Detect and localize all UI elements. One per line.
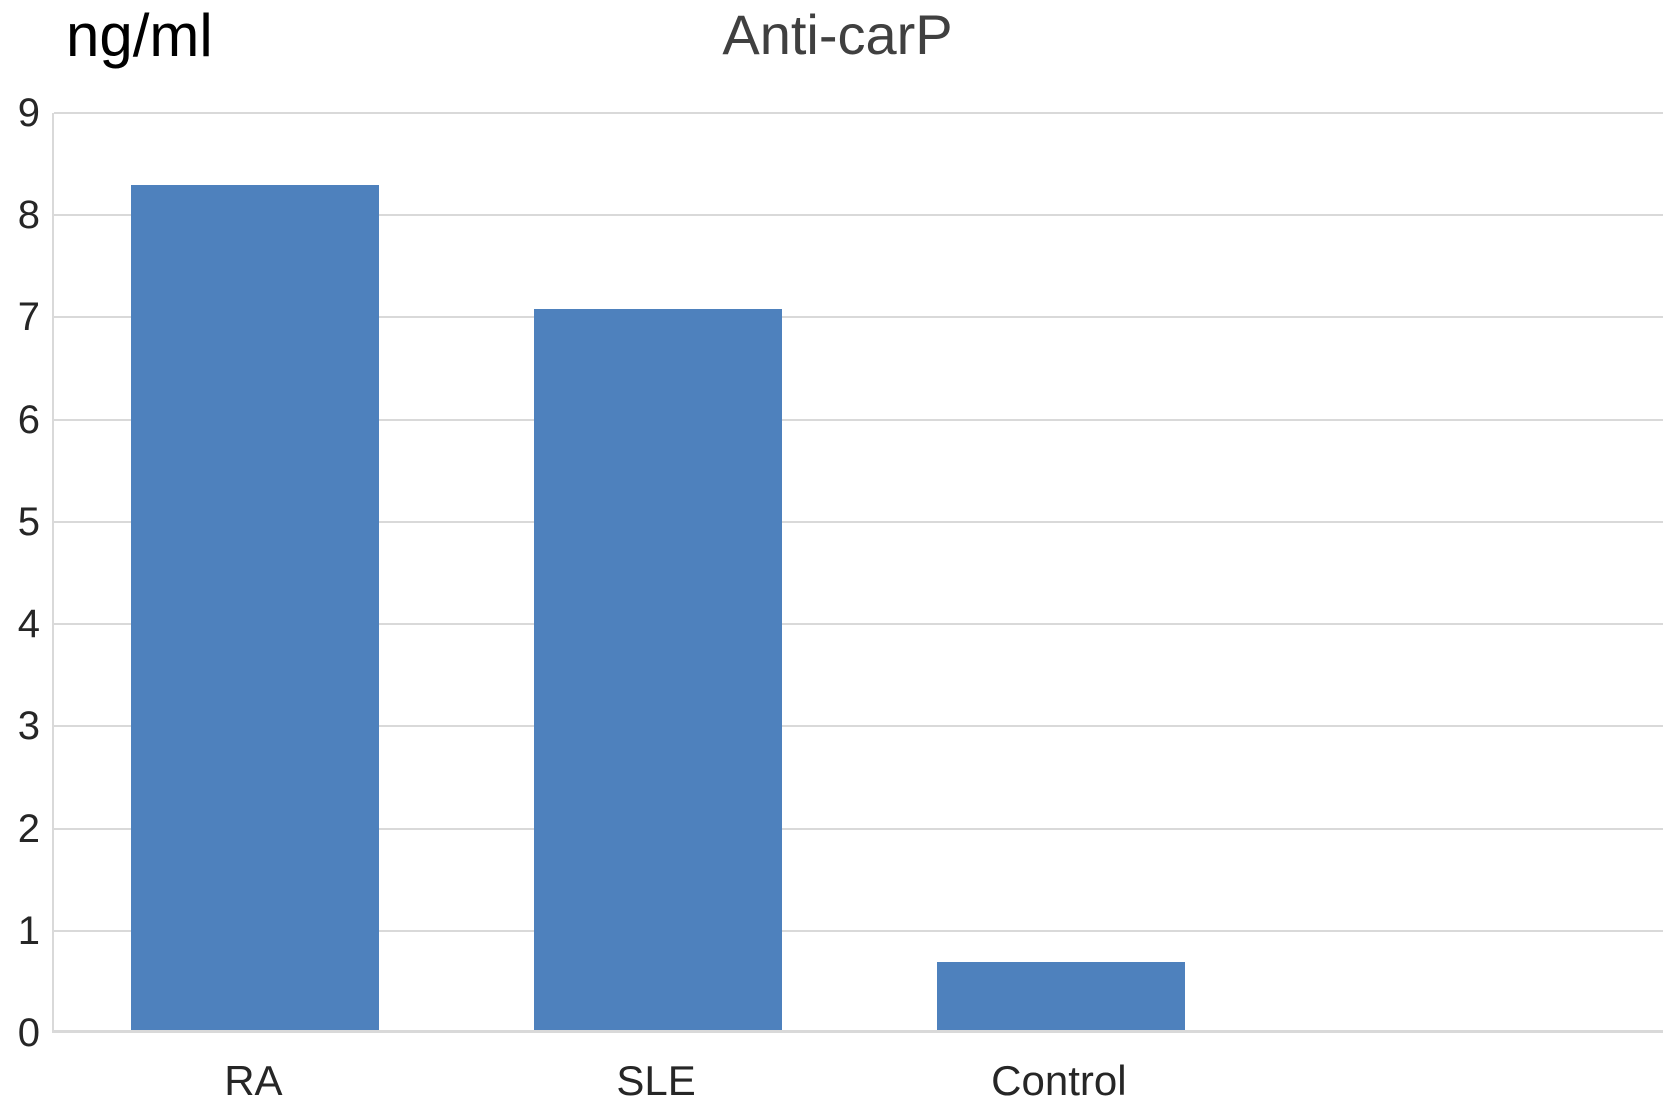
gridline [54,112,1663,114]
gridline [54,418,1663,421]
y-tick-label-4: 4 [17,602,40,647]
y-tick-label-1: 1 [17,908,40,953]
y-tick-label-8: 8 [17,193,40,238]
category-label-sle: SLE [616,1057,696,1104]
y-tick-label-2: 2 [17,806,40,851]
y-tick-label-7: 7 [17,295,40,340]
gridline [54,725,1663,728]
bar-control [936,961,1185,1030]
chart-title: Anti-carP [722,3,953,66]
bar-ra [131,184,380,1030]
y-tick-label-0: 0 [17,1011,40,1055]
gridline [54,623,1663,626]
category-label-control: Control [991,1057,1127,1104]
bar-sle [534,309,783,1030]
y-axis-unit-label: ng/ml [66,2,213,69]
y-tick-label-6: 6 [17,397,40,442]
gridline [54,316,1663,319]
plot-area [52,112,1663,1033]
gridline [54,929,1663,932]
gridline [54,827,1663,830]
y-tick-label-3: 3 [17,704,40,749]
category-label-ra: RA [224,1057,283,1104]
gridline [54,214,1663,217]
y-tick-label-5: 5 [17,499,40,544]
y-tick-label-9: 9 [17,91,40,135]
gridline [54,520,1663,523]
